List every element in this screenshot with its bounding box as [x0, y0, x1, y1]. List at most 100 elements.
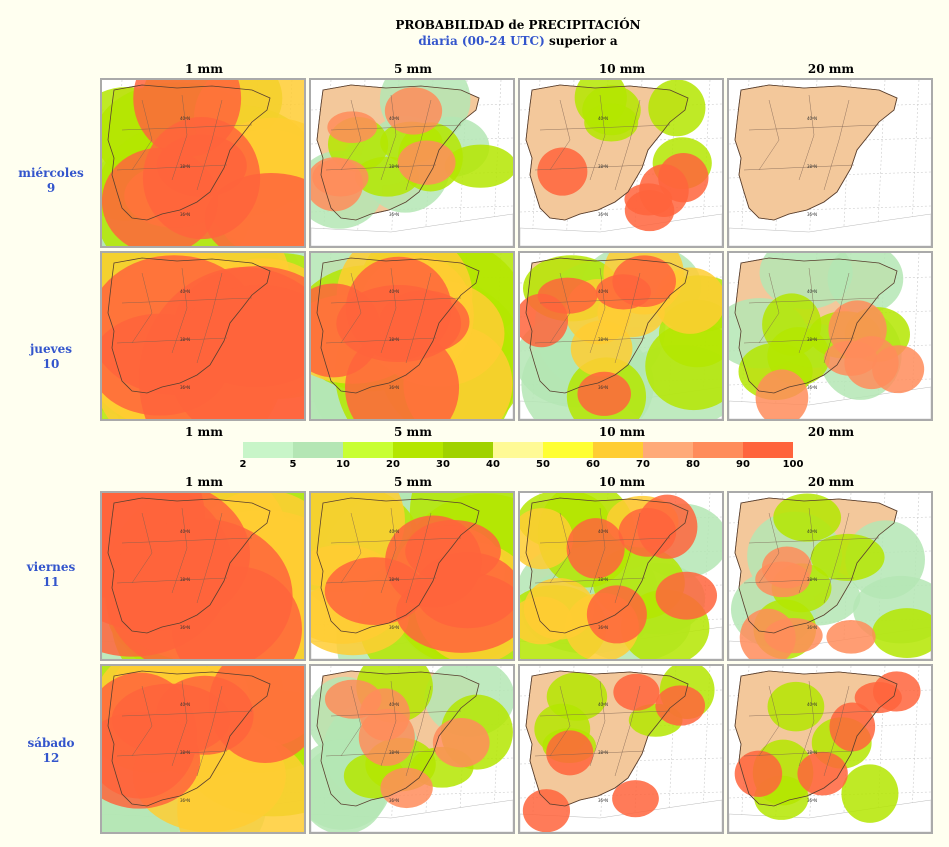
latitude-label: 36ºN [180, 385, 190, 390]
probability-area [379, 290, 470, 353]
province-border [340, 685, 362, 757]
province-border [196, 685, 223, 777]
coastline [316, 84, 480, 221]
probability-area [764, 618, 823, 654]
province-border [549, 512, 571, 584]
probability-map-panel: 40ºN 38ºN 36ºN [309, 664, 515, 834]
province-border [121, 124, 253, 131]
legend-tick-label: 2 [239, 459, 247, 470]
probability-area [358, 708, 415, 766]
province-border [534, 750, 646, 757]
legend-swatch [443, 442, 493, 458]
subtitle-threshold-label: superior a [548, 34, 618, 48]
province-border [743, 750, 855, 757]
coastline [525, 670, 689, 807]
map-svg: 40ºN 38ºN 36ºN [102, 253, 304, 419]
legend-tick-label: 50 [536, 459, 550, 470]
probability-area [432, 717, 490, 768]
latitude-label: 36ºN [389, 212, 399, 217]
province-border [171, 94, 188, 181]
province-border [340, 512, 362, 584]
province-border [823, 512, 850, 604]
province-border [325, 337, 437, 344]
probability-area [755, 369, 809, 419]
latitude-label: 40ºN [807, 529, 817, 534]
legend-tick-label: 30 [436, 459, 450, 470]
latitude-label: 38ºN [180, 750, 190, 755]
africa-coast [520, 213, 722, 246]
latitude-label: 36ºN [598, 625, 608, 630]
page-title: PROBABILIDAD de PRECIPITACIÓN [395, 18, 641, 32]
province-border [116, 577, 228, 584]
probability-area [584, 103, 639, 142]
coastline [316, 497, 480, 634]
latitude-label: 38ºN [180, 577, 190, 582]
probability-map-panel: 40ºN 38ºN 36ºN [309, 78, 515, 248]
row-label-day: viernes 11 [0, 560, 102, 590]
province-border [131, 512, 153, 584]
legend-swatch [743, 442, 793, 458]
province-border [549, 685, 571, 757]
probability-area [324, 679, 382, 719]
province-border [534, 164, 646, 171]
province-border [380, 507, 397, 594]
province-border [539, 710, 671, 717]
map-svg: 40ºN 38ºN 36ºN [102, 493, 304, 659]
map-svg: 40ºN 38ºN 36ºN [729, 253, 931, 419]
latitude-label: 36ºN [180, 625, 190, 630]
latitude-label: 40ºN [389, 529, 399, 534]
latitude-label: 36ºN [598, 798, 608, 803]
latitude-label: 38ºN [598, 337, 608, 342]
probability-area [523, 577, 595, 640]
probability-area [655, 685, 706, 726]
legend-tick-label: 20 [386, 459, 400, 470]
province-border [748, 297, 880, 304]
province-border [589, 267, 606, 354]
latitude-label: 36ºN [807, 385, 817, 390]
latitude-label: 38ºN [807, 750, 817, 755]
latitude-label: 40ºN [598, 289, 608, 294]
latitude-label: 40ºN [180, 529, 190, 534]
province-border [405, 99, 432, 191]
province-border [131, 99, 153, 171]
probability-map-panel: 40ºN 38ºN 36ºN [100, 78, 306, 248]
latitude-label: 38ºN [180, 164, 190, 169]
coastline [316, 257, 480, 394]
probability-area [312, 158, 369, 197]
col-header-5mm: 5 mm [394, 475, 432, 489]
latitude-label: 38ºN [389, 577, 399, 582]
legend-swatch [243, 442, 293, 458]
probability-area [612, 780, 659, 818]
latitude-label: 36ºN [598, 212, 608, 217]
row-label-day: jueves 10 [0, 342, 102, 372]
probability-area [655, 571, 718, 620]
probability-area [648, 80, 706, 137]
map-svg: 40ºN 38ºN 36ºN [102, 666, 304, 832]
probability-area [773, 493, 842, 542]
col-header-20mm: 20 mm [807, 62, 855, 76]
legend-tick-labels: 2 5 10 20 30 40 50 60 70 80 90 100 [239, 458, 804, 472]
coastline [107, 257, 271, 394]
day-number: 10 [42, 357, 60, 371]
map-svg: 40ºN 38ºN 36ºN [311, 493, 513, 659]
province-border [758, 685, 780, 757]
province-border [131, 272, 153, 344]
subtitle-period: diaria (00-24 UTC) [418, 34, 545, 48]
latitude-label: 38ºN [807, 337, 817, 342]
probability-area [546, 730, 594, 776]
province-border [196, 512, 223, 604]
map-svg: 40ºN 38ºN 36ºN [520, 666, 722, 832]
province-border [196, 99, 223, 191]
province-border [330, 537, 462, 544]
probability-area [384, 87, 443, 135]
province-border [748, 124, 880, 131]
coastline [734, 84, 898, 221]
province-border [539, 124, 671, 131]
probability-area [397, 140, 456, 185]
col-header-10mm: 10 mm [598, 425, 646, 439]
legend-tick-label: 90 [736, 459, 750, 470]
latitude-label: 40ºN [807, 702, 817, 707]
legend-swatch [643, 442, 693, 458]
col-header-20mm: 20 mm [807, 425, 855, 439]
latitude-label: 38ºN [389, 750, 399, 755]
